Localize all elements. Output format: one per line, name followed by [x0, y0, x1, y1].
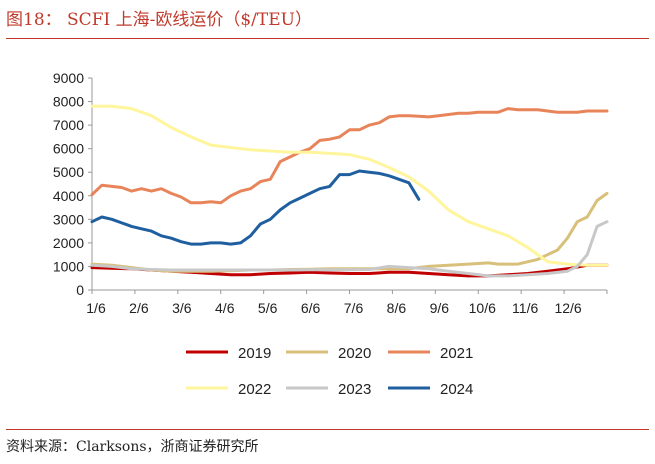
x-tick-label: 6/6 [301, 300, 321, 316]
x-tick-label: 12/6 [554, 300, 581, 316]
series-layer [90, 104, 609, 278]
y-tick-label: 6000 [53, 141, 84, 157]
x-tick-label: 2/6 [129, 300, 149, 316]
y-tick-label: 3000 [53, 211, 84, 227]
title-rule [6, 38, 649, 39]
x-tick-label: 8/6 [387, 300, 407, 316]
x-tick-label: 4/6 [215, 300, 235, 316]
legend: 2019 2020 2021 2022 2023 2024 [186, 345, 473, 398]
y-tick-label: 2000 [53, 235, 84, 251]
axes: 0 1000 2000 3000 4000 5000 6000 7000 8000 9000 1/6… [53, 70, 608, 316]
x-tick-label: 1/6 [86, 300, 106, 316]
series-line-2022 [90, 104, 609, 267]
series-line-2021 [90, 107, 609, 205]
x-tick-label: 9/6 [430, 300, 450, 316]
y-tick-label: 4000 [53, 188, 84, 204]
series-line-2020 [90, 191, 609, 273]
y-tick-label: 9000 [53, 70, 84, 86]
legend-label-2023: 2023 [338, 381, 371, 398]
legend-label-2021: 2021 [440, 345, 473, 362]
x-tick-label: 10/6 [469, 300, 496, 316]
y-tick-label: 7000 [53, 117, 84, 133]
legend-label-2020: 2020 [338, 345, 371, 362]
legend-label-2019: 2019 [238, 345, 271, 362]
y-tick-label: 8000 [53, 94, 84, 110]
series-line-2023 [90, 220, 609, 278]
legend-label-2022: 2022 [238, 381, 271, 398]
source-rule [6, 429, 649, 430]
x-tick-label: 7/6 [344, 300, 364, 316]
x-tick-label: 5/6 [258, 300, 278, 316]
chart-title: 图18： SCFI 上海-欧线运价（$/TEU） [6, 10, 312, 30]
y-tick-label: 0 [76, 282, 84, 298]
x-tick-label: 3/6 [172, 300, 192, 316]
y-tick-label: 5000 [53, 164, 84, 180]
x-tick-label: 11/6 [512, 300, 538, 316]
legend-label-2024: 2024 [440, 381, 473, 398]
series-line-2024 [90, 169, 421, 246]
y-tick-label: 1000 [53, 258, 84, 274]
source-note: 资料来源：Clarksons，浙商证券研究所 [6, 439, 259, 455]
